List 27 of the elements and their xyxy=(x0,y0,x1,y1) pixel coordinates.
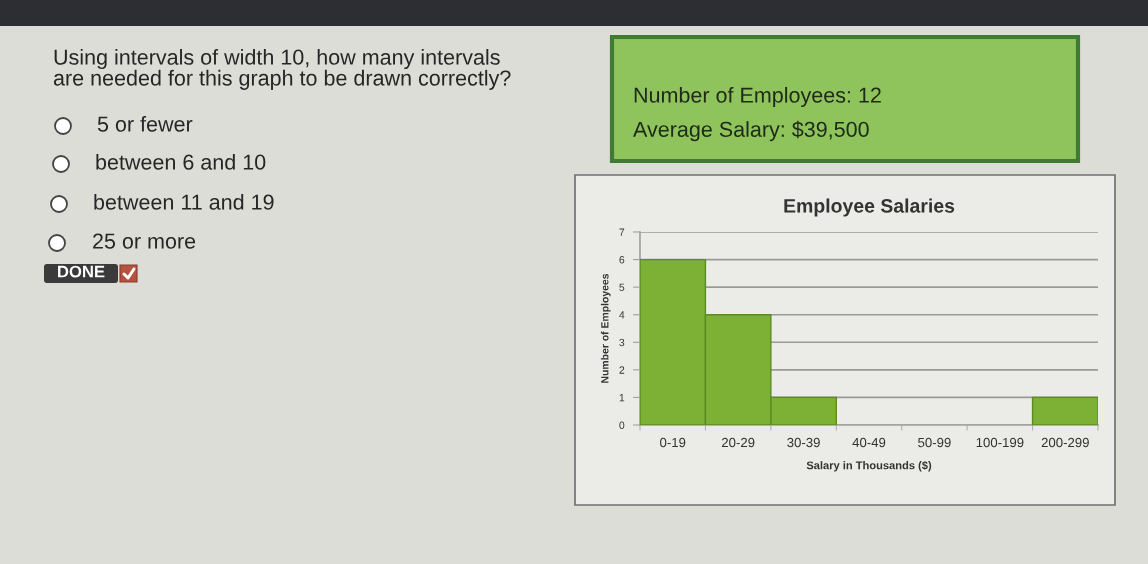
text: between 6 and 10 xyxy=(96,153,266,170)
x-tick-label: 200-299 xyxy=(1041,437,1089,448)
text: between 11 and 19 xyxy=(94,193,274,210)
y-tick-label: 0 xyxy=(619,421,625,429)
y-tick-label: 7 xyxy=(619,228,625,236)
text: 5 or fewer xyxy=(97,115,193,132)
y-tick-label: 1 xyxy=(619,394,625,402)
y-tick-label: 2 xyxy=(619,366,625,374)
text: Average Salary: $39,500 xyxy=(633,120,869,142)
y-tick-label: 4 xyxy=(619,311,625,319)
x-tick-label: 40-49 xyxy=(852,437,886,448)
y-tick-label: 6 xyxy=(619,256,625,264)
y-tick-label: 5 xyxy=(619,283,625,292)
chart-title: Employee Salaries xyxy=(784,198,955,217)
text: Using intervals of width 10, how many intervals are needed for this graph to be drawn correctly? xyxy=(53,49,511,90)
x-axis-title: Salary in Thousands ($) xyxy=(806,460,932,472)
text: DONE xyxy=(58,265,105,278)
text: 25 or more xyxy=(93,233,196,249)
text: Number of Employees: 12 xyxy=(634,86,881,108)
x-tick-label: 20-29 xyxy=(721,437,755,448)
x-tick-label: 30-39 xyxy=(787,437,820,448)
bar xyxy=(1031,396,1098,425)
y-axis-title: Number of Employees xyxy=(600,273,611,383)
x-tick-label: 50-99 xyxy=(918,437,951,448)
x-tick-label: 100-199 xyxy=(976,437,1024,448)
x-tick-label: 0-19 xyxy=(660,437,686,448)
y-tick-label: 3 xyxy=(619,338,625,347)
